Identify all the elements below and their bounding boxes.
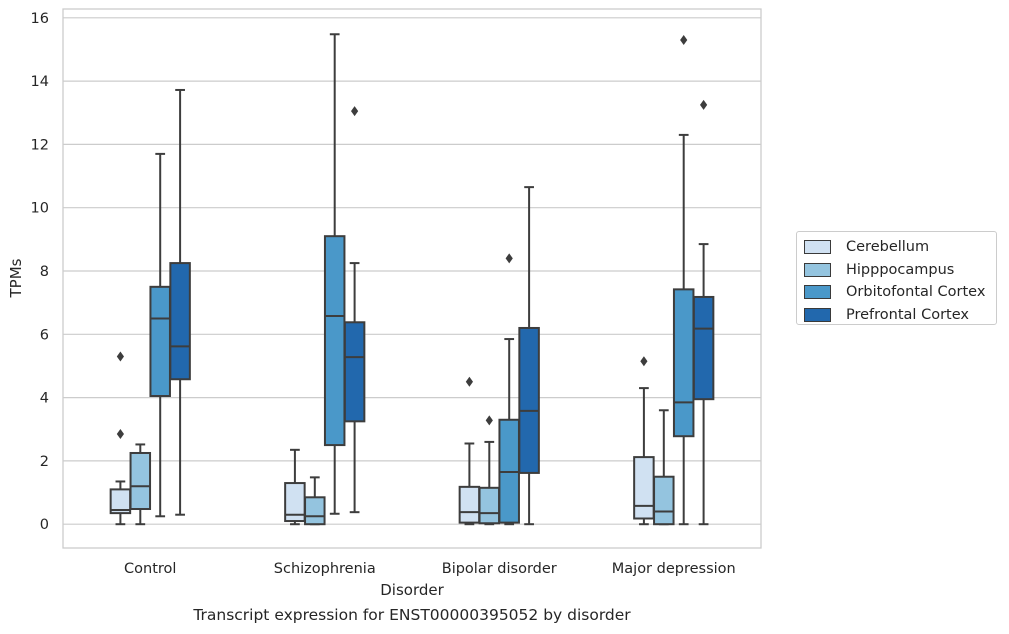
box-cerebellum-major-depression-iqr (633, 456, 655, 520)
legend-swatch-cerebellum (804, 240, 831, 255)
box-orbitofontal-cortex-bipolar-disorder-outlier-0 (505, 253, 513, 264)
box-prefrontal-cortex-schizophrenia-outlier-0 (351, 106, 359, 117)
x-tick-label-major-depression: Major depression (612, 561, 736, 577)
x-tick-label-bipolar-disorder: Bipolar disorder (442, 561, 557, 577)
box-prefrontal-cortex-control-iqr (169, 262, 191, 381)
box-prefrontal-cortex-control (169, 88, 191, 516)
legend-swatch-prefrontal-cortex (804, 308, 831, 323)
box-cerebellum-major-depression-outlier-0 (640, 356, 648, 367)
box-hipppocampus-schizophrenia (304, 476, 326, 526)
y-tick-label-8: 8 (40, 264, 49, 280)
y-tick-label-0: 0 (40, 517, 49, 533)
legend-swatch-hippocampus (804, 262, 831, 277)
box-cerebellum-bipolar-disorder-outlier-0 (465, 376, 473, 387)
y-tick-label-6: 6 (40, 327, 49, 343)
box-hipppocampus-control-iqr (129, 451, 152, 511)
box-hipppocampus-schizophrenia-iqr (304, 496, 326, 526)
box-prefrontal-cortex-schizophrenia (343, 106, 366, 514)
x-tick-label-schizophrenia: Schizophrenia (274, 561, 376, 577)
legend-label-orbitofrontal-cortex: Orbitofontal Cortex (846, 284, 986, 301)
box-orbitofontal-cortex-schizophrenia-iqr (323, 235, 346, 447)
box-prefrontal-cortex-major-depression (692, 99, 715, 526)
box-hipppocampus-major-depression-iqr (653, 475, 675, 526)
box-hipppocampus-bipolar-disorder-outlier-0 (485, 415, 493, 426)
chart-caption: Transcript expression for ENST0000039505… (193, 606, 631, 624)
box-cerebellum-bipolar-disorder-iqr (458, 485, 481, 524)
y-tick-label-10: 10 (31, 201, 49, 217)
box-prefrontal-cortex-schizophrenia-iqr (343, 321, 366, 423)
legend-label-hippocampus: Hipppocampus (846, 261, 955, 278)
y-tick-label-16: 16 (31, 11, 49, 27)
legend-label-prefrontal-cortex: Prefrontal Cortex (846, 307, 969, 324)
box-orbitofontal-cortex-major-depression (672, 34, 695, 526)
box-prefrontal-cortex-bipolar-disorder-iqr (518, 326, 540, 474)
box-hipppocampus-bipolar-disorder (478, 415, 501, 526)
box-cerebellum-control (109, 351, 132, 526)
y-tick-label-14: 14 (31, 74, 49, 90)
y-axis-label: TPMs (7, 258, 25, 298)
box-cerebellum-control-outlier-1 (116, 351, 124, 362)
x-axis-ticks: Control Schizophrenia Bipolar disorder Majo… (124, 561, 736, 577)
box-prefrontal-cortex-major-depression-iqr (692, 295, 715, 401)
box-orbitofontal-cortex-schizophrenia (323, 33, 346, 515)
box-cerebellum-control-outlier-0 (116, 428, 124, 439)
box-orbitofontal-cortex-bipolar-disorder (498, 253, 520, 526)
x-axis-label: Disorder (380, 581, 444, 599)
legend-label-cerebellum: Cerebellum (846, 239, 930, 256)
legend-swatch-orbitofrontal-cortex (804, 285, 831, 300)
box-hipppocampus-bipolar-disorder-iqr (478, 486, 501, 525)
box-hipppocampus-major-depression (653, 409, 675, 526)
box-prefrontal-cortex-major-depression-outlier-0 (700, 99, 708, 110)
y-axis-ticks: 0 2 4 6 8 10 12 14 16 (31, 11, 49, 533)
box-cerebellum-bipolar-disorder (458, 376, 481, 526)
y-tick-label-2: 2 (40, 454, 49, 470)
plot-area (62, 8, 762, 549)
box-hipppocampus-control (129, 443, 152, 526)
legend-item-hippocampus: Hipppocampus (804, 259, 990, 282)
box-orbitofontal-cortex-control-iqr (149, 285, 171, 398)
box-orbitofontal-cortex-major-depression-outlier-0 (680, 34, 688, 45)
boxes (109, 33, 715, 526)
legend: Cerebellum Hipppocampus Orbitofontal Cor… (796, 231, 997, 325)
y-tick-label-4: 4 (40, 391, 49, 407)
y-tick-label-12: 12 (31, 137, 49, 153)
legend-item-orbitofrontal-cortex: Orbitofontal Cortex (804, 281, 990, 304)
legend-item-prefrontal-cortex: Prefrontal Cortex (804, 304, 990, 327)
box-prefrontal-cortex-bipolar-disorder (518, 186, 540, 526)
box-orbitofontal-cortex-major-depression-iqr (672, 288, 695, 438)
x-tick-label-control: Control (124, 561, 176, 577)
legend-item-cerebellum: Cerebellum (804, 236, 990, 259)
